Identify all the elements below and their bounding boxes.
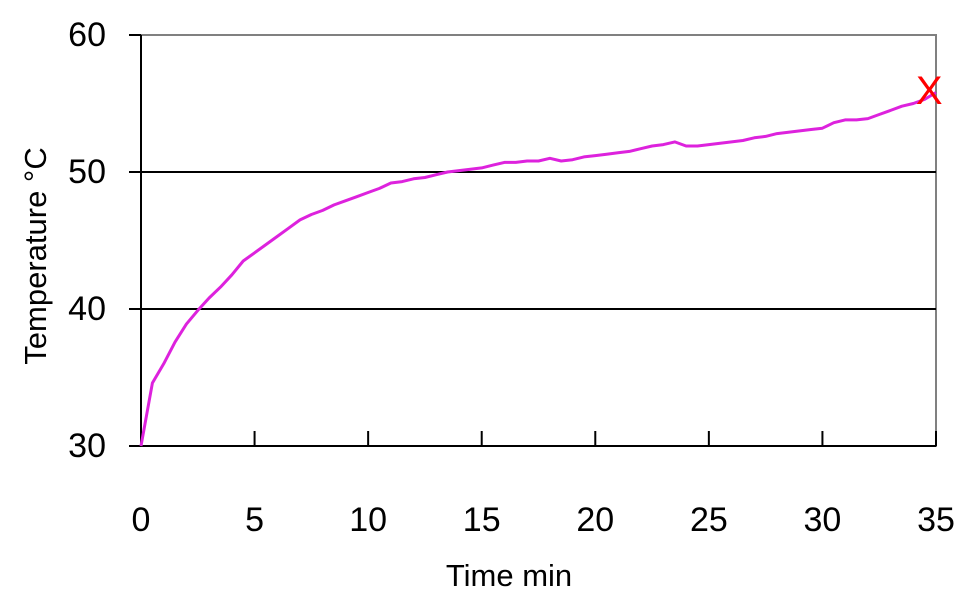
series-line-0 bbox=[139, 91, 937, 447]
series-group bbox=[139, 91, 937, 447]
y-axis-title: Temperature °C bbox=[18, 147, 53, 364]
y-tick-label-50: 50 bbox=[68, 153, 106, 191]
end-marker: X bbox=[916, 69, 943, 113]
y-tick-label-60: 60 bbox=[68, 16, 106, 54]
y-tick-label-30: 30 bbox=[68, 427, 106, 465]
x-tick-label-20: 20 bbox=[576, 501, 614, 539]
x-tick-label-10: 10 bbox=[349, 501, 387, 539]
x-axis-title: Time min bbox=[446, 558, 572, 593]
x-axis-ticks: 0 5 10 15 20 25 30 35 bbox=[132, 431, 955, 539]
plot-area bbox=[140, 34, 937, 447]
x-tick-label-30: 30 bbox=[804, 501, 842, 539]
y-tick-label-40: 40 bbox=[68, 290, 106, 328]
x-tick-label-0: 0 bbox=[132, 501, 151, 539]
y-axis-ticks: 30 40 50 60 bbox=[68, 16, 141, 465]
x-tick-label-5: 5 bbox=[245, 501, 264, 539]
gridlines bbox=[141, 171, 936, 310]
x-tick-label-35: 35 bbox=[917, 501, 955, 539]
x-tick-label-25: 25 bbox=[690, 501, 728, 539]
x-tick-label-15: 15 bbox=[463, 501, 501, 539]
